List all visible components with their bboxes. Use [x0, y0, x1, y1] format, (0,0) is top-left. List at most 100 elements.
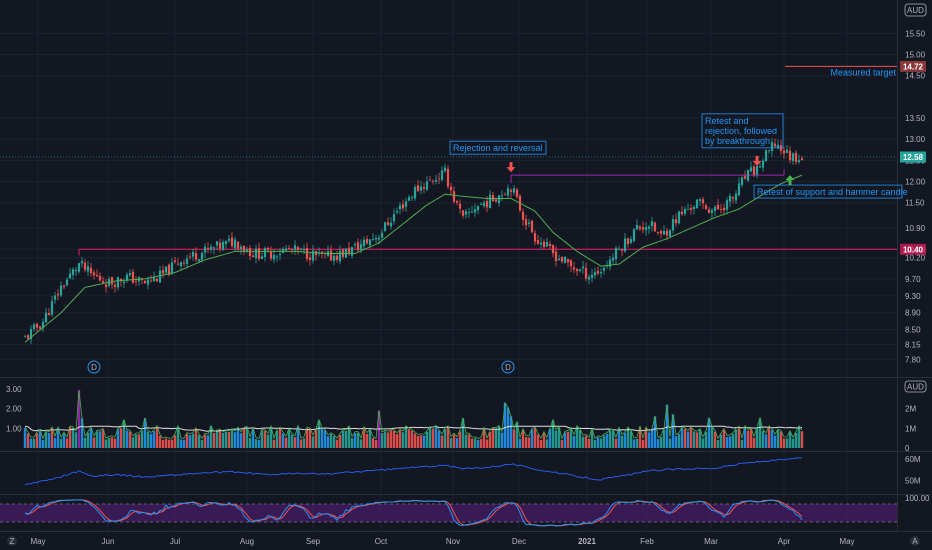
candle-up — [59, 285, 63, 296]
volume-bar — [35, 433, 39, 448]
obv-axis-tick: 50M — [905, 476, 921, 485]
candle-up — [683, 208, 687, 214]
candle-up — [497, 195, 501, 204]
volume-bar — [542, 432, 546, 448]
candle-up — [338, 251, 342, 262]
volume-bar — [410, 430, 414, 448]
candle-up — [191, 251, 195, 257]
volume-bar — [371, 437, 375, 448]
candle-up — [599, 272, 603, 274]
rejection-annotation: Rejection and reversal — [449, 140, 547, 155]
candle-up — [767, 150, 771, 151]
volume-bar — [587, 438, 591, 448]
candle-down — [656, 231, 660, 233]
volume-bar — [212, 432, 216, 448]
candle-up — [74, 269, 78, 272]
volume-bar — [239, 433, 243, 448]
target-annotation: Measured target — [830, 67, 896, 77]
stochastic-axis-tick: 100.00 — [905, 494, 930, 503]
volume-bar — [464, 434, 468, 448]
candle-down — [134, 281, 138, 282]
candle-up — [746, 169, 750, 181]
volume-bar — [65, 438, 69, 448]
volume-bar — [320, 428, 324, 448]
candle-up — [611, 257, 615, 261]
candle-up — [677, 211, 681, 224]
candle-up — [605, 265, 609, 267]
volume-bar — [86, 432, 90, 448]
price-axis-tick: 15.50 — [905, 29, 926, 38]
candle-down — [422, 187, 426, 189]
volume-bar — [728, 436, 732, 448]
volume-bar — [122, 420, 126, 448]
volume-bar — [482, 428, 486, 448]
auto-scale-badge[interactable]: A — [910, 536, 920, 546]
candle-up — [263, 248, 267, 257]
candle-down — [386, 222, 390, 225]
candle-up — [647, 226, 651, 229]
candle-down — [101, 280, 105, 283]
volume-bar — [23, 428, 27, 448]
volume-bar — [146, 431, 150, 448]
volume-bar — [743, 426, 747, 448]
candle-up — [68, 273, 72, 279]
volume-bar — [572, 436, 576, 448]
volume-bar — [452, 434, 456, 448]
time-axis-tick: May — [839, 537, 854, 546]
dividend-marker-label: D — [505, 363, 511, 372]
volume-bar — [683, 429, 687, 448]
price-axis-tick: 15.00 — [905, 51, 926, 60]
candle-up — [254, 248, 258, 259]
volume-bar — [707, 418, 711, 448]
volume-bar — [557, 427, 561, 448]
volume-bar — [401, 432, 405, 448]
volume-bar — [314, 429, 318, 448]
candle-down — [38, 326, 42, 329]
price-axis-tick: 8.15 — [905, 340, 921, 349]
volume-bar — [740, 439, 744, 448]
volume-bar — [182, 439, 186, 448]
candle-down — [515, 189, 519, 197]
volume-bar — [77, 389, 81, 448]
volume-bar — [734, 429, 738, 448]
volume-bar — [533, 428, 537, 448]
candle-up — [71, 269, 75, 275]
volume-left-tick: 3.00 — [6, 385, 22, 394]
volume-bar — [497, 426, 501, 448]
volume-bar — [788, 432, 792, 448]
candle-up — [737, 183, 741, 196]
candle-down — [566, 258, 570, 263]
candle-down — [572, 267, 576, 270]
timezone-badge[interactable]: Z — [7, 536, 17, 546]
candle-down — [83, 262, 87, 270]
volume-bar — [782, 438, 786, 448]
volume-bar — [158, 435, 162, 448]
volume-bar — [263, 430, 267, 448]
red-down-arrow-icon — [752, 155, 762, 166]
volume-currency-label: AUD — [907, 383, 924, 392]
candle-down — [773, 143, 777, 147]
candle-up — [545, 242, 549, 247]
candle-down — [161, 270, 165, 274]
volume-bar — [140, 430, 144, 448]
candle-down — [194, 253, 198, 260]
volume-bar — [713, 431, 717, 448]
volume-bar — [422, 435, 426, 448]
volume-bar — [323, 430, 327, 448]
candle-down — [794, 152, 798, 163]
volume-bar — [539, 439, 543, 448]
candle-down — [401, 204, 405, 209]
red-down-arrow-icon — [506, 162, 516, 173]
candle-up — [215, 241, 219, 246]
volume-bar — [689, 427, 693, 448]
volume-bar — [398, 430, 402, 448]
candle-up — [128, 273, 132, 276]
stochastic-k-line — [24, 499, 803, 527]
candle-up — [668, 230, 672, 237]
candle-down — [719, 209, 723, 210]
candle-down — [35, 323, 39, 328]
candle-down — [596, 270, 600, 274]
price-axis-tick: 9.30 — [905, 292, 921, 301]
candle-up — [488, 194, 492, 209]
